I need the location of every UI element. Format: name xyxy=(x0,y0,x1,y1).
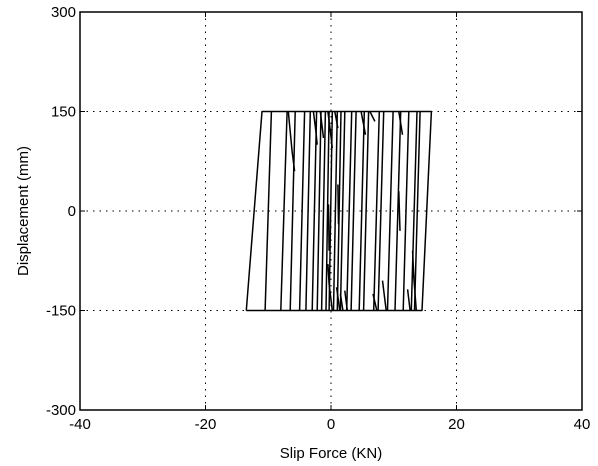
hysteresis-cycle-line xyxy=(332,111,339,311)
hysteresis-cycle-line xyxy=(345,111,353,311)
hysteresis-cycle-line xyxy=(316,111,322,311)
hysteresis-cycle-line xyxy=(325,111,330,311)
hysteresis-cycle-line xyxy=(289,111,296,311)
hysteresis-cycle-line xyxy=(372,293,378,311)
hysteresis-cycle-line xyxy=(334,111,339,129)
hysteresis-cycle-line xyxy=(264,111,273,311)
hysteresis-cycle-line xyxy=(287,111,296,172)
hysteresis-cycle-line xyxy=(360,111,367,135)
hysteresis-cycle-line xyxy=(327,111,334,149)
x-tick-label: 40 xyxy=(574,416,591,433)
y-tick-label: 150 xyxy=(51,104,76,121)
hysteresis-cycle-line xyxy=(311,111,318,311)
hysteresis-cycle-line xyxy=(369,111,376,122)
hysteresis-cycle-line xyxy=(413,111,421,311)
hysteresis-cycle-line xyxy=(327,204,330,251)
y-axis-title: Displacement (mm) xyxy=(15,146,32,276)
hysteresis-cycle-line xyxy=(381,280,387,311)
hysteresis-cycle-line xyxy=(411,250,418,311)
hysteresis-cycle-line xyxy=(319,111,325,139)
hysteresis-cycle-line xyxy=(372,111,381,311)
hysteresis-cycle-line xyxy=(280,111,288,311)
x-tick-label: 0 xyxy=(327,416,335,433)
y-tick-label: 0 xyxy=(68,203,76,220)
hysteresis-cycle-line xyxy=(335,287,341,311)
axis-ticks xyxy=(79,11,583,411)
x-tick-label: -40 xyxy=(69,416,91,433)
grid xyxy=(80,12,582,410)
hysteresis-cycle-line xyxy=(362,111,370,311)
x-tick-label: -20 xyxy=(195,416,217,433)
hysteresis-cycle-line xyxy=(402,111,410,311)
hysteresis-cycle-line xyxy=(398,111,404,135)
hysteresis-envelope-line xyxy=(245,110,433,312)
hysteresis-cycle-line xyxy=(358,111,366,311)
hysteresis-cycle-line xyxy=(398,191,401,231)
hysteresis-cycle-line xyxy=(339,293,344,311)
hysteresis-cycle-line xyxy=(305,111,312,311)
hysteresis-curves xyxy=(245,110,433,312)
y-tick-label: -150 xyxy=(46,303,76,320)
hysteresis-cycle-line xyxy=(327,264,334,311)
hysteresis-cycle-line xyxy=(386,111,394,311)
hysteresis-cycle-line xyxy=(410,111,418,311)
hysteresis-cycle-line xyxy=(337,184,340,225)
hysteresis-cycle-line xyxy=(394,111,402,311)
x-tick-label: 20 xyxy=(448,416,465,433)
hysteresis-cycle-line xyxy=(406,289,411,311)
y-tick-label: -300 xyxy=(46,402,76,419)
hysteresis-cycle-line xyxy=(336,111,342,311)
hysteresis-cycle-line xyxy=(350,111,357,311)
hysteresis-cycle-line xyxy=(312,111,318,145)
y-tick-label: 300 xyxy=(51,4,76,21)
x-axis-title: Slip Force (KN) xyxy=(280,445,383,462)
hysteresis-cycle-line xyxy=(298,111,306,311)
hysteresis-cycle-line xyxy=(320,111,327,311)
hysteresis-cycle-line xyxy=(344,290,349,311)
hysteresis-cycle-line xyxy=(377,111,385,311)
hysteresis-cycle-line xyxy=(339,111,346,311)
